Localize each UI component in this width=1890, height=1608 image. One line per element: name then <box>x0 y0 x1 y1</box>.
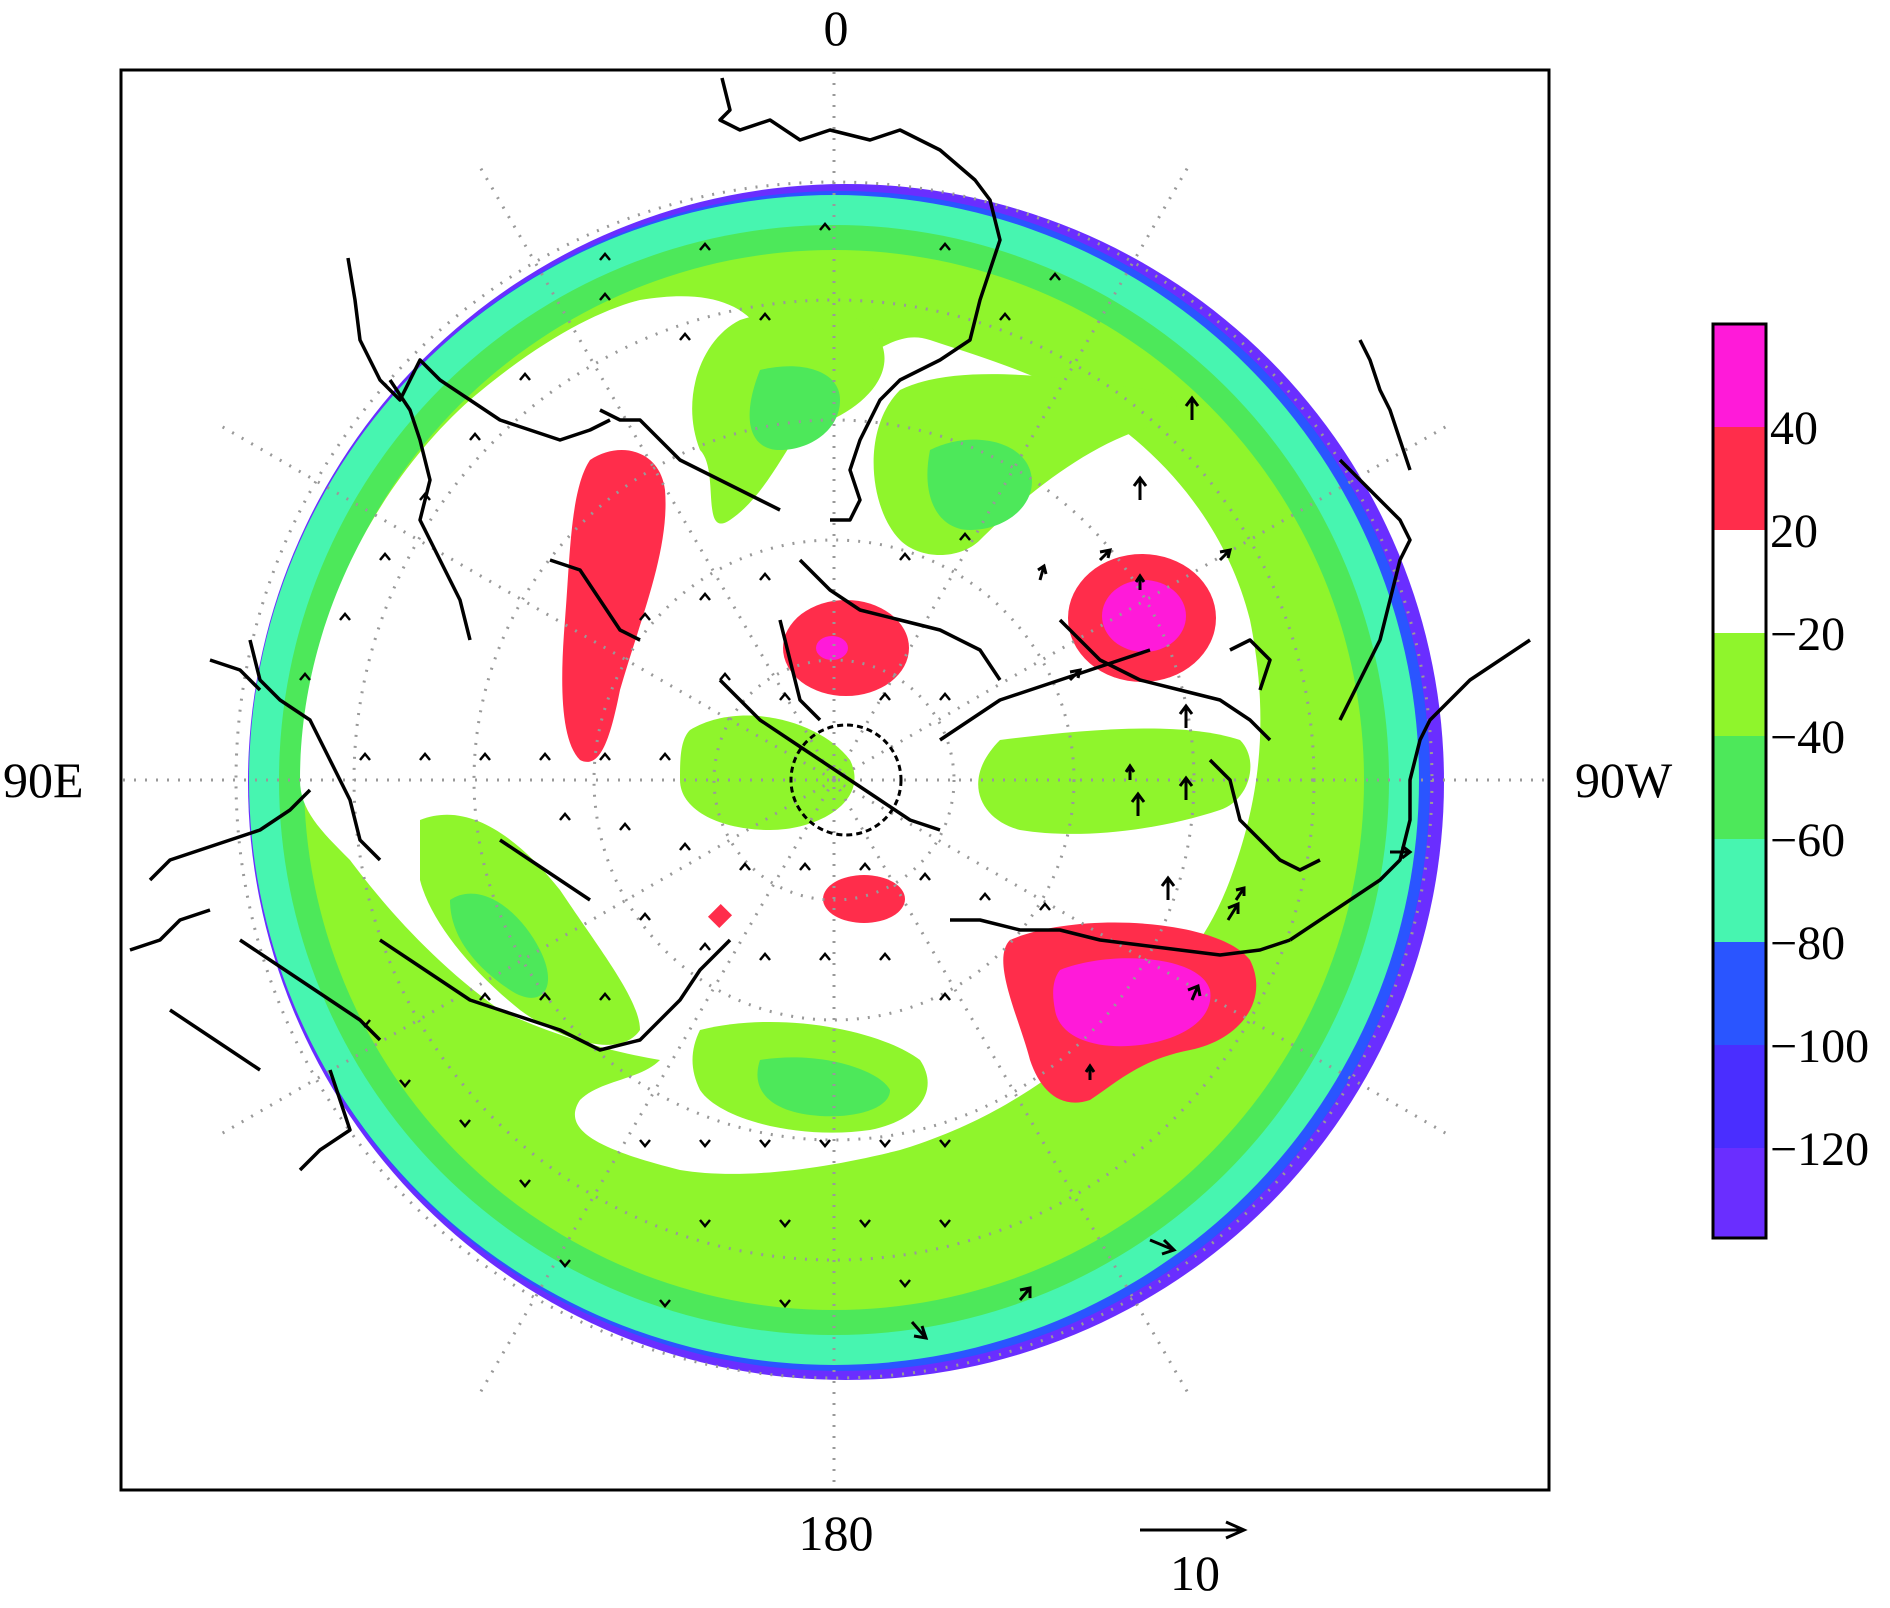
anomaly-gt40-b <box>816 636 848 660</box>
colorbar-seg-5 <box>1713 839 1766 942</box>
lon-label-right: 90W <box>1575 752 1673 808</box>
colorbar-frame <box>1711 322 1768 1240</box>
colorbar <box>1711 322 1768 1240</box>
wind-vectors <box>910 395 1413 1340</box>
reference-vector-label: 10 <box>1170 1545 1220 1601</box>
colorbar-seg-0 <box>1713 324 1766 427</box>
colorbar-seg-8 <box>1713 1148 1766 1238</box>
field-contours <box>248 184 1444 1380</box>
colorbar-seg-1 <box>1713 427 1766 530</box>
blob-m60-m40-upper <box>749 366 840 450</box>
wind-vector-heads <box>299 222 1061 1308</box>
colorbar-label-7: −120 <box>1770 1123 1869 1176</box>
colorbar-seg-2 <box>1713 530 1766 633</box>
colorbar-label-0: 40 <box>1770 402 1818 455</box>
anomaly-gt40-c <box>1102 580 1186 652</box>
inner-ring-coast <box>789 723 903 837</box>
anomaly-20-40-f <box>707 903 733 929</box>
colorbar-seg-7 <box>1713 1045 1766 1148</box>
anomaly-gt40-e <box>1053 958 1211 1047</box>
colorbar-label-5: −80 <box>1770 917 1845 970</box>
colorbar-label-6: −100 <box>1770 1020 1869 1073</box>
colorbar-seg-6 <box>1713 942 1766 1045</box>
graticule-meridians <box>123 72 1547 1488</box>
lon-label-top: 0 <box>824 0 849 56</box>
anomaly-20-40-d <box>823 875 905 923</box>
colorbar-label-2: −20 <box>1770 608 1845 661</box>
blob-m60-m40-lower <box>757 1057 890 1117</box>
colorbar-seg-4 <box>1713 736 1766 839</box>
lon-label-bottom: 180 <box>799 1505 874 1561</box>
anomaly-20-40-a <box>562 450 666 762</box>
coastlines <box>129 77 1531 1172</box>
plot-frame <box>119 68 1551 1492</box>
blob-m60-m40-right <box>927 439 1032 530</box>
colorbar-seg-3 <box>1713 633 1766 736</box>
reference-vector: 10 <box>1140 1520 1248 1601</box>
colorbar-label-1: 20 <box>1770 505 1818 558</box>
blob-m40-m20-left <box>420 814 640 1045</box>
colorbar-label-3: −40 <box>1770 711 1845 764</box>
colorbar-label-4: −60 <box>1770 814 1845 867</box>
lon-label-left: 90E <box>3 752 84 808</box>
colorbar-labels: 40 20 −20 −40 −60 −80 −100 −120 <box>1770 402 1869 1176</box>
blob-m40-m20-center <box>680 715 855 830</box>
blob-m60-m40-left <box>450 893 549 998</box>
